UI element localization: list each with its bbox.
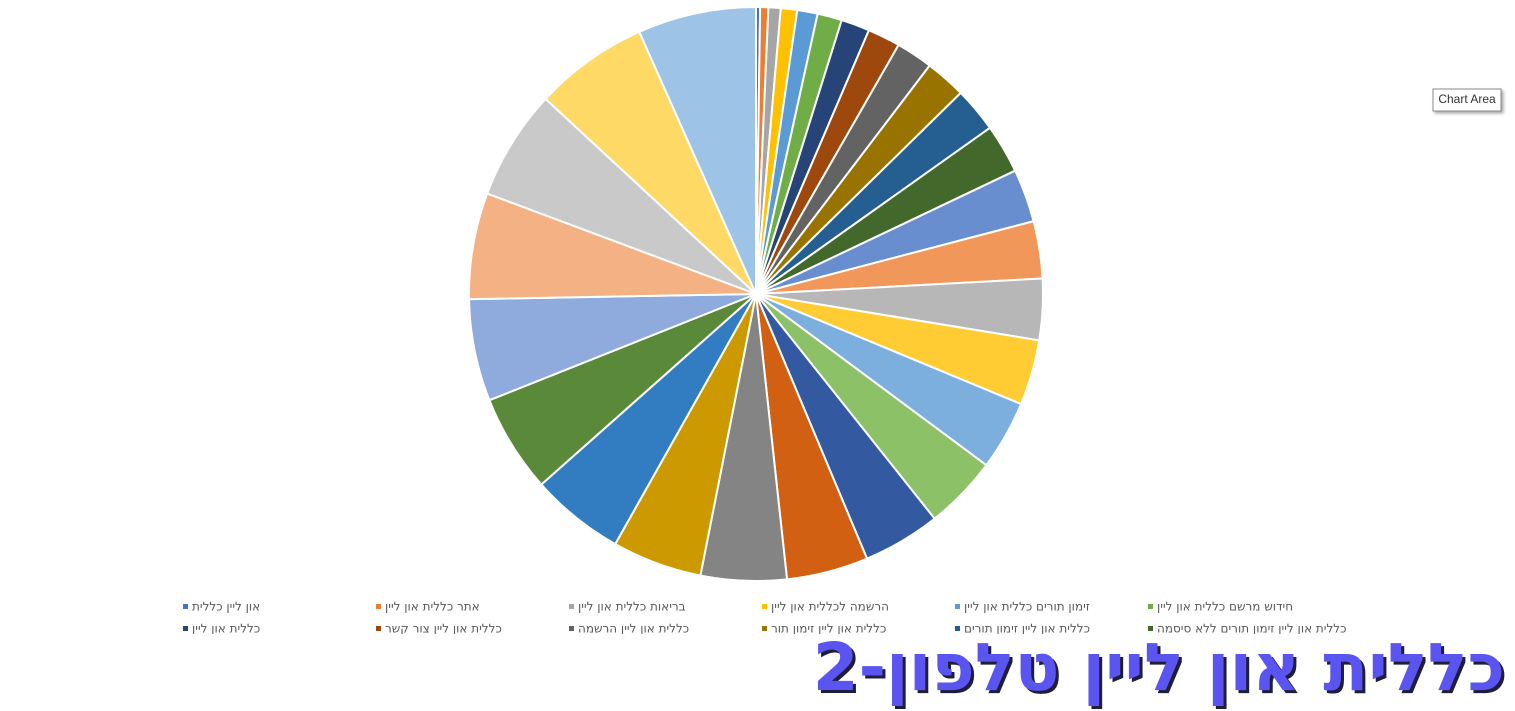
legend-swatch	[762, 604, 767, 609]
legend-label: כללית און ליין זימון תור	[771, 622, 886, 636]
legend-swatch	[183, 626, 188, 631]
legend-swatch	[376, 626, 381, 631]
legend-label: אתר כללית און ליין	[385, 600, 480, 614]
legend-swatch	[376, 604, 381, 609]
legend-swatch	[569, 604, 574, 609]
legend-swatch	[1148, 604, 1153, 609]
pie	[468, 6, 1044, 582]
legend-label: בריאות כללית און ליין	[578, 600, 686, 614]
legend-swatch	[183, 604, 188, 609]
legend-label: כללית און ליין צור קשר	[385, 622, 502, 636]
legend: און ליין כללית אתר כללית און ליין בריאות כ…	[183, 600, 1346, 636]
pie-slice	[544, 30, 757, 295]
legend-label: כללית און ליין זימון תורים	[964, 622, 1090, 636]
legend-label: חידוש מרשם כללית און ליין	[1157, 600, 1293, 614]
legend-swatch	[955, 604, 960, 609]
legend-label: הרשמה לכללית און ליין	[771, 600, 889, 614]
tooltip-box	[1432, 88, 1502, 112]
legend-swatch	[569, 626, 574, 631]
legend-swatch	[1148, 626, 1153, 631]
pie-slice	[638, 6, 757, 295]
legend-swatch	[955, 626, 960, 631]
legend-label: כללית און ליין הרשמה	[578, 622, 689, 636]
legend-label: כללית און ליין	[192, 622, 260, 636]
legend-label: און ליין כללית	[192, 600, 260, 614]
legend-label: זימון תורים כללית און ליין	[964, 600, 1090, 614]
chart-title: כללית און ליין טלפון-2	[813, 629, 1505, 706]
tooltip-text: Chart Area	[1438, 92, 1496, 106]
legend-swatch	[762, 626, 767, 631]
legend-label: כללית און ליין זימון תורים ללא סיסמה	[1157, 622, 1346, 636]
tooltip: Chart Area	[1432, 88, 1502, 112]
